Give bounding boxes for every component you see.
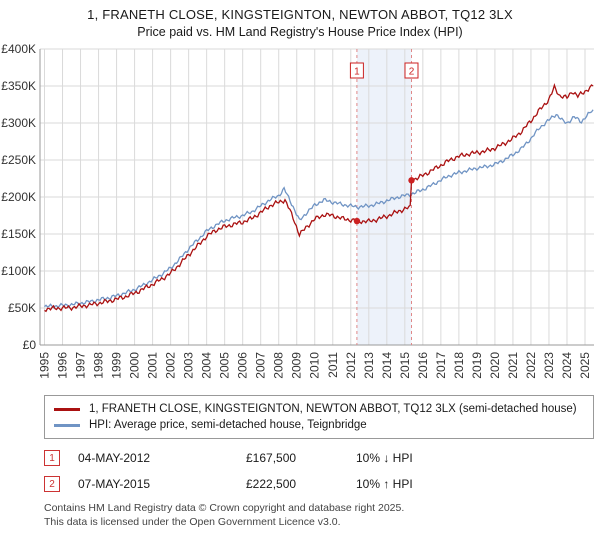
y-tick-label: £150K	[1, 227, 36, 241]
x-tick-label: 2018	[452, 352, 466, 379]
y-tick-label: £300K	[1, 116, 36, 130]
transaction-2-date: 07-MAY-2015	[78, 477, 151, 491]
x-tick-label: 2013	[362, 352, 376, 379]
transaction-1-price: £167,500	[246, 451, 297, 465]
x-tick-label: 2004	[200, 352, 214, 379]
x-tick-label: 1996	[56, 352, 70, 379]
y-tick-label: £200K	[1, 190, 36, 204]
sale-point	[408, 177, 415, 184]
chart-area: 1 2 £0 £50K £100K £150K £200K £250K £300K £350K £4…	[0, 41, 600, 393]
x-tick-label: 2002	[164, 352, 178, 379]
x-tick-label: 2005	[218, 352, 232, 379]
legend-item-property: 1, FRANETH CLOSE, KINGSTEIGNTON, NEWTON …	[54, 401, 584, 417]
sale-marker-label: 1	[354, 67, 360, 78]
x-tick-label: 2001	[146, 352, 160, 379]
hpi-line	[44, 109, 594, 309]
property-line-swatch	[54, 407, 80, 411]
license-note: Contains HM Land Registry data © Crown c…	[44, 502, 594, 529]
x-tick-label: 2015	[398, 352, 412, 379]
hpi-line-swatch	[54, 423, 80, 427]
x-tick-label: 2022	[524, 352, 538, 379]
legend-label-hpi: HPI: Average price, semi-detached house,…	[89, 419, 367, 431]
y-tick-label: £0	[23, 338, 37, 352]
license-line-1: Contains HM Land Registry data © Crown c…	[44, 502, 405, 514]
sale-marker-box	[404, 62, 419, 79]
x-tick-label: 2009	[290, 352, 304, 379]
legend-item-hpi: HPI: Average price, semi-detached house,…	[54, 417, 584, 433]
x-tick-label: 1998	[92, 352, 106, 379]
chart-legend: 1, FRANETH CLOSE, KINGSTEIGNTON, NEWTON …	[44, 395, 594, 439]
x-tick-label: 2023	[542, 352, 556, 379]
x-tick-label: 1997	[74, 352, 88, 379]
price-chart: 1 2 £0 £50K £100K £150K £200K £250K £300K £350K £4…	[1, 42, 594, 379]
license-line-2: This data is licensed under the Open Gov…	[44, 515, 341, 528]
transactions: 1 04-MAY-2012 £167,500 10% ↓ HPI 2 07-MA…	[44, 450, 594, 492]
transaction-2-price: £222,500	[246, 477, 297, 491]
x-tick-label: 2012	[344, 352, 358, 379]
x-tick-label: 1999	[110, 352, 124, 379]
y-tick-label: £400K	[1, 42, 36, 56]
transaction-row-1: 1 04-MAY-2012 £167,500 10% ↓ HPI	[44, 450, 594, 466]
y-tick-label: £250K	[1, 153, 36, 167]
x-tick-label: 2020	[488, 352, 502, 379]
x-tick-label: 2006	[236, 352, 250, 379]
y-tick-label: £100K	[1, 264, 36, 278]
y-tick-label: £350K	[1, 79, 36, 93]
chart-header: 1, FRANETH CLOSE, KINGSTEIGNTON, NEWTON …	[0, 0, 600, 39]
x-tick-label: 2008	[272, 352, 286, 379]
sale-marker-label: 2	[409, 67, 415, 78]
transaction-2-vs-hpi: 10% ↑ HPI	[356, 477, 413, 491]
transaction-1-date: 04-MAY-2012	[78, 451, 151, 465]
x-tick-label: 2010	[308, 352, 322, 379]
x-tick-label: 2021	[506, 352, 520, 379]
x-tick-label: 2017	[434, 352, 448, 379]
transaction-1-vs-hpi: 10% ↓ HPI	[356, 451, 413, 465]
x-tick-label: 2019	[470, 352, 484, 379]
x-tick-label: 2024	[560, 352, 574, 379]
page-title: 1, FRANETH CLOSE, KINGSTEIGNTON, NEWTON …	[87, 7, 513, 22]
page-subtitle: Price paid vs. HM Land Registry's House …	[137, 25, 463, 39]
y-tick-label: £50K	[8, 301, 36, 315]
x-tick-label: 2000	[128, 352, 142, 379]
legend-label-property: 1, FRANETH CLOSE, KINGSTEIGNTON, NEWTON …	[89, 403, 577, 415]
sale-point	[353, 217, 361, 225]
sale-marker-box	[349, 62, 364, 79]
x-tick-label: 2025	[578, 352, 592, 379]
property-line	[44, 83, 594, 313]
x-tick-label: 2014	[380, 352, 394, 379]
x-tick-label: 2007	[254, 352, 268, 379]
x-tick-label: 1995	[38, 352, 52, 379]
transaction-row-2: 2 07-MAY-2015 £222,500 10% ↑ HPI	[44, 476, 594, 492]
transaction-1-marker: 1	[44, 450, 60, 466]
x-tick-label: 2011	[326, 352, 340, 378]
x-tick-label: 2003	[182, 352, 196, 379]
x-tick-label: 2016	[416, 352, 430, 379]
transaction-2-marker: 2	[44, 476, 60, 492]
